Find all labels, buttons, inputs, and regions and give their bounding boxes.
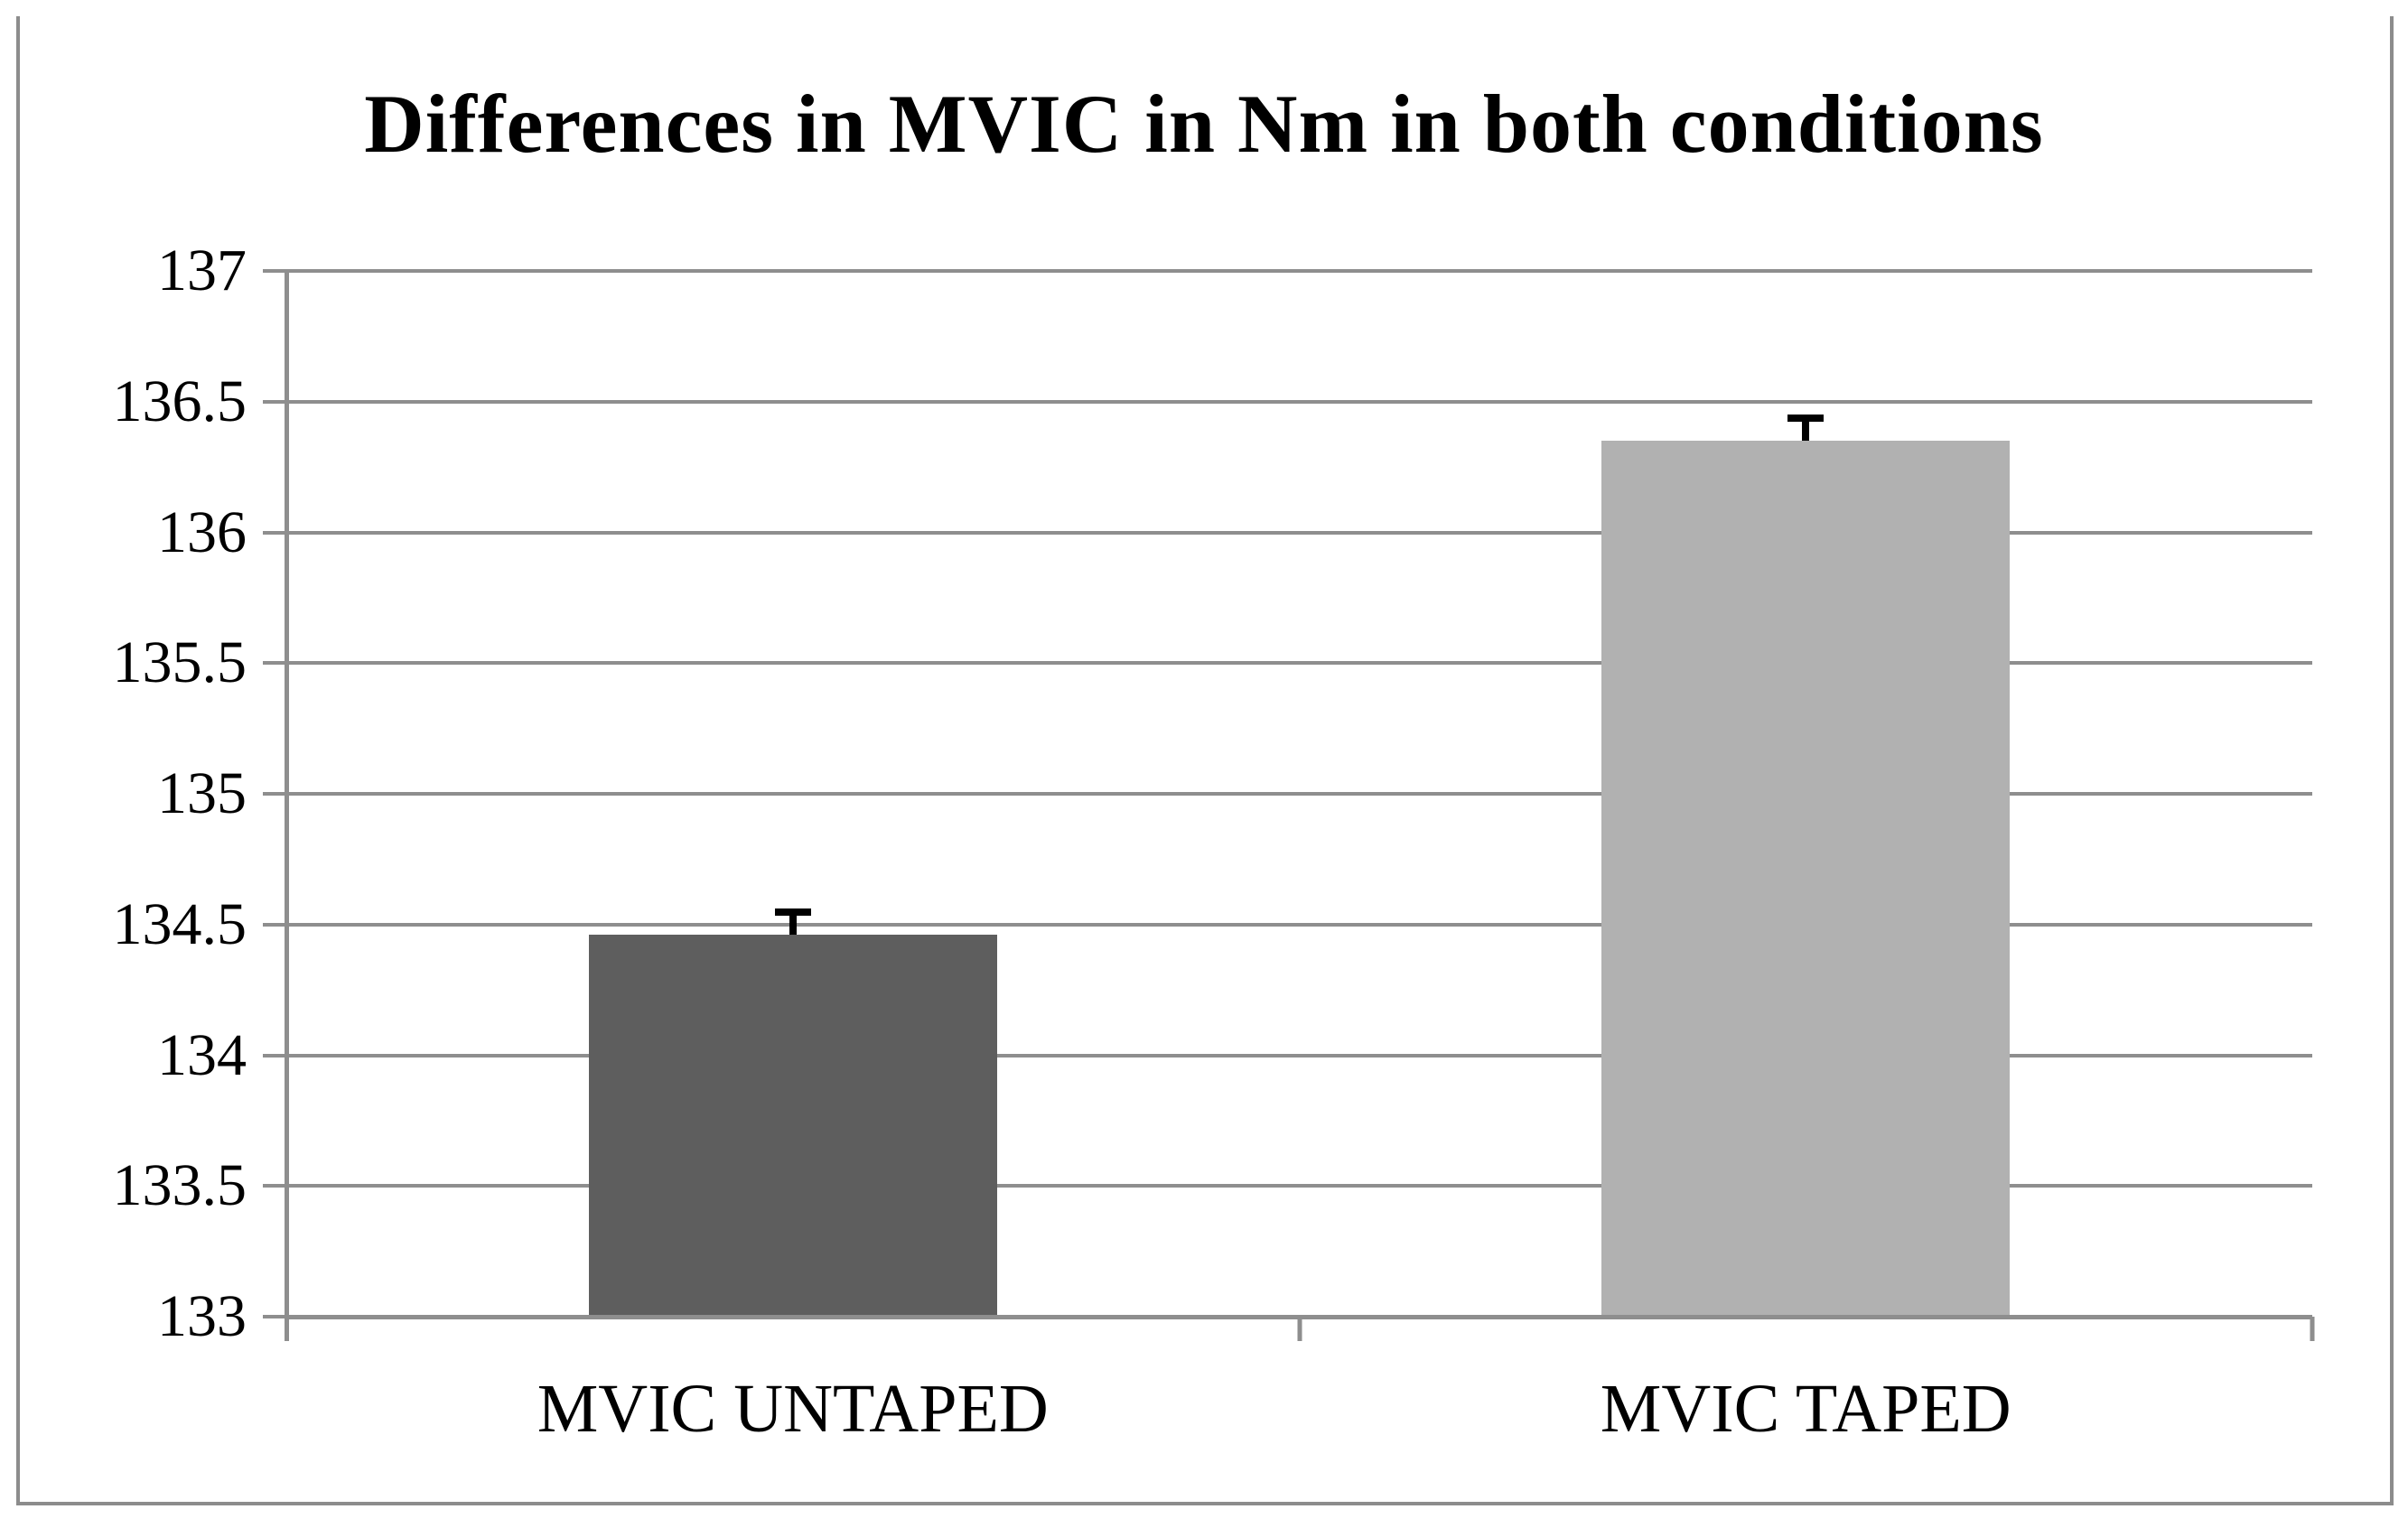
y-axis-tick — [263, 269, 286, 273]
error-bar-cap — [774, 908, 811, 917]
plot-area: 133 133.5 134 134.5 135 135.5 136 136.5 137 MVIC … — [113, 241, 2315, 1443]
gridline — [286, 792, 2312, 796]
figure-border-bottom — [16, 1502, 2394, 1505]
y-axis-label: 133.5 — [112, 1152, 247, 1219]
gridline — [286, 922, 2312, 927]
gridline — [286, 1053, 2312, 1057]
error-bar-cap — [1787, 415, 1825, 423]
y-axis-label: 135.5 — [112, 629, 247, 696]
gridline — [286, 530, 2312, 535]
x-category-label: MVIC TAPED — [1600, 1371, 2011, 1447]
y-axis-label: 136 — [157, 498, 247, 565]
y-axis-tick — [263, 792, 286, 796]
y-axis-tick — [263, 1315, 286, 1318]
y-axis-tick — [263, 661, 286, 666]
y-axis-label: 137 — [157, 238, 247, 303]
figure-border-right — [2390, 16, 2394, 1505]
y-axis-line — [285, 271, 289, 1341]
y-axis-tick — [263, 1053, 286, 1057]
y-axis-tick — [263, 1184, 286, 1188]
gridline — [286, 661, 2312, 666]
error-bar-whisker — [789, 908, 797, 936]
y-axis-tick — [263, 399, 286, 404]
gridline — [286, 1184, 2312, 1188]
gridline — [286, 269, 2312, 273]
y-axis-tick — [263, 922, 286, 927]
x-axis-tick — [1297, 1317, 1302, 1341]
gridline — [286, 399, 2312, 404]
figure-border-left — [16, 16, 20, 1505]
y-axis-label: 135 — [157, 760, 247, 826]
y-axis-label: 134 — [157, 1021, 247, 1088]
y-axis-label: 134.5 — [112, 890, 247, 957]
y-axis-tick — [263, 530, 286, 535]
bar-mvic-taped — [1601, 441, 2011, 1317]
error-bar-whisker — [1802, 415, 1810, 442]
chart-title: Differences in MVIC in Nm in both condit… — [364, 78, 2044, 170]
x-category-label: MVIC UNTAPED — [537, 1371, 1049, 1447]
y-axis-label: 133 — [157, 1283, 247, 1349]
y-axis-label: 136.5 — [112, 368, 247, 434]
bar-mvic-untaped — [588, 935, 997, 1317]
x-axis-tick — [2310, 1317, 2315, 1341]
